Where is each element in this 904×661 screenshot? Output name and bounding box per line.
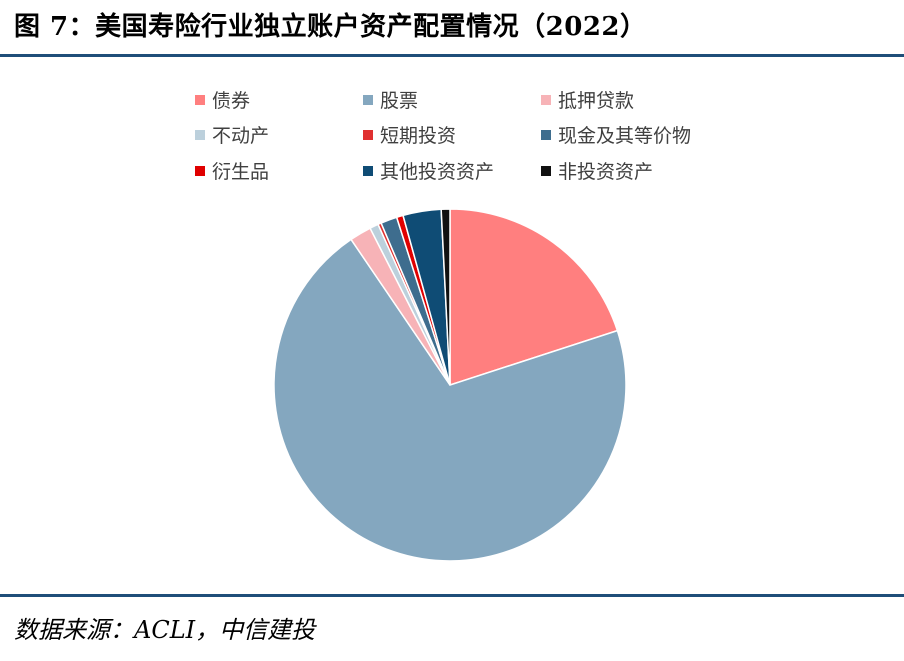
legend-label: 股票: [380, 90, 419, 112]
figure-title: 图 7：美国寿险行业独立账户资产配置情况（2022）: [14, 12, 647, 42]
legend-item-stocks: 股票: [363, 86, 418, 113]
legend-item-mortgages: 抵押贷款: [541, 86, 634, 113]
legend-swatch: [195, 165, 205, 176]
pie-slice-1: [273, 238, 627, 562]
legend-item-real-estate: 不动产: [195, 121, 269, 148]
legend-item-non-invested: 非投资资产: [541, 157, 653, 184]
legend-swatch: [541, 165, 551, 176]
pie-slice-0: [449, 208, 619, 387]
legend-swatch: [363, 129, 373, 140]
pie-slices: [273, 208, 627, 562]
legend-label: 现金及其等价物: [558, 125, 692, 147]
legend-swatch: [363, 165, 373, 176]
legend-item-cash: 现金及其等价物: [541, 121, 691, 148]
legend-label: 衍生品: [212, 161, 270, 183]
legend-label: 非投资资产: [558, 161, 654, 183]
legend-label: 其他投资资产: [380, 161, 495, 183]
legend-swatch: [363, 94, 373, 105]
legend-swatch: [541, 129, 551, 140]
top-rule: [0, 54, 904, 57]
bottom-rule: [0, 594, 904, 597]
legend-swatch: [541, 94, 551, 105]
legend-label: 不动产: [212, 125, 270, 147]
legend-item-bonds: 债券: [195, 86, 250, 113]
legend-swatch: [195, 129, 205, 140]
legend-label: 短期投资: [380, 125, 457, 147]
legend-swatch: [195, 94, 205, 105]
legend-item-derivatives: 衍生品: [195, 157, 269, 184]
legend-label: 债券: [212, 90, 251, 112]
legend-item-short-term: 短期投资: [363, 121, 456, 148]
source-note: 数据来源：ACLI，中信建投: [14, 616, 316, 644]
legend-item-other-invested: 其他投资资产: [363, 157, 494, 184]
pie-slice-8: [440, 208, 451, 386]
legend-label: 抵押贷款: [558, 90, 635, 112]
